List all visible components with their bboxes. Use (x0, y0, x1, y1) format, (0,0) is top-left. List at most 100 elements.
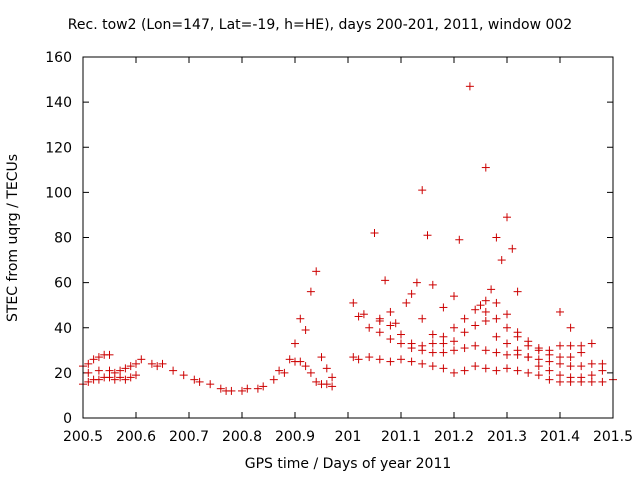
y-tick-label: 60 (54, 276, 72, 292)
y-tick-label: 160 (45, 50, 72, 66)
data-point (105, 373, 114, 382)
data-point (354, 312, 363, 321)
data-point (116, 366, 125, 375)
data-point (275, 366, 284, 375)
data-point (296, 314, 305, 323)
data-point (147, 359, 156, 368)
data-point (534, 362, 543, 371)
data-point (322, 364, 331, 373)
data-point (132, 359, 140, 368)
data-point (216, 384, 225, 393)
data-point (365, 353, 374, 362)
data-point (460, 344, 469, 353)
data-point (195, 377, 204, 386)
data-point (312, 377, 321, 386)
data-point (110, 368, 119, 377)
data-point (322, 380, 331, 389)
data-point (481, 163, 490, 172)
data-point (556, 377, 564, 386)
data-point (545, 366, 554, 375)
data-point (534, 344, 543, 353)
data-point (428, 339, 437, 348)
data-point (439, 303, 448, 312)
data-point (513, 366, 522, 375)
data-point (227, 386, 236, 395)
data-point (386, 307, 395, 316)
data-point (598, 377, 607, 386)
data-point (412, 278, 421, 287)
data-point (397, 355, 405, 364)
data-point (503, 213, 511, 222)
data-point (391, 319, 400, 328)
data-point (259, 382, 268, 391)
data-point (375, 316, 384, 325)
data-point (301, 362, 310, 371)
data-point (132, 371, 140, 380)
y-tick-label: 140 (45, 95, 72, 111)
data-point (492, 233, 501, 242)
data-point (407, 339, 416, 348)
data-point (545, 357, 554, 366)
x-tick-label: 200.7 (169, 429, 209, 445)
data-point (423, 231, 432, 240)
data-point (471, 362, 480, 371)
data-point (450, 323, 458, 332)
data-point (428, 330, 437, 339)
data-point (397, 339, 405, 348)
data-point (428, 362, 437, 371)
data-point (402, 298, 411, 307)
data-point (587, 359, 596, 368)
data-point (253, 384, 262, 393)
data-point (503, 323, 511, 332)
x-tick-label: 201 (335, 429, 362, 445)
data-point (291, 339, 299, 348)
data-point (471, 341, 480, 350)
data-point (534, 371, 543, 380)
y-tick-label: 100 (45, 185, 72, 201)
data-point (439, 332, 448, 341)
data-point (524, 368, 533, 377)
data-point (566, 362, 575, 371)
data-point (306, 368, 315, 377)
data-point (481, 346, 490, 355)
data-point (566, 353, 575, 362)
data-point (439, 364, 448, 373)
data-point (471, 305, 480, 314)
data-point (598, 366, 607, 375)
data-point (190, 375, 199, 384)
chart-title: Rec. tow2 (Lon=147, Lat=-19, h=HE), days… (67, 17, 573, 33)
data-point (503, 339, 511, 348)
data-point (439, 348, 448, 357)
data-point (513, 287, 522, 296)
data-point (556, 307, 564, 316)
data-point (386, 321, 395, 330)
y-tick-label: 20 (54, 366, 72, 382)
data-point (375, 328, 384, 337)
data-point (359, 310, 368, 319)
data-point (513, 346, 522, 355)
x-tick-label: 201.2 (434, 429, 474, 445)
data-point (121, 375, 130, 384)
data-point (84, 359, 93, 368)
data-point (556, 359, 564, 368)
x-axis-label: GPS time / Days of year 2011 (244, 456, 452, 472)
data-point (328, 373, 337, 382)
data-point (418, 186, 427, 195)
data-point (481, 307, 490, 316)
data-point (503, 364, 511, 373)
data-point (492, 348, 501, 357)
data-point (450, 337, 458, 346)
data-point (503, 310, 511, 319)
data-point (397, 330, 405, 339)
x-tick-label: 201.4 (540, 429, 580, 445)
x-tick-label: 201.3 (487, 429, 527, 445)
data-point (349, 298, 358, 307)
data-point (492, 332, 501, 341)
data-point (487, 285, 496, 294)
data-point (110, 375, 119, 384)
data-point (508, 244, 517, 253)
data-point (126, 362, 135, 371)
data-point (476, 301, 485, 310)
data-point (471, 321, 480, 330)
data-point (450, 346, 458, 355)
